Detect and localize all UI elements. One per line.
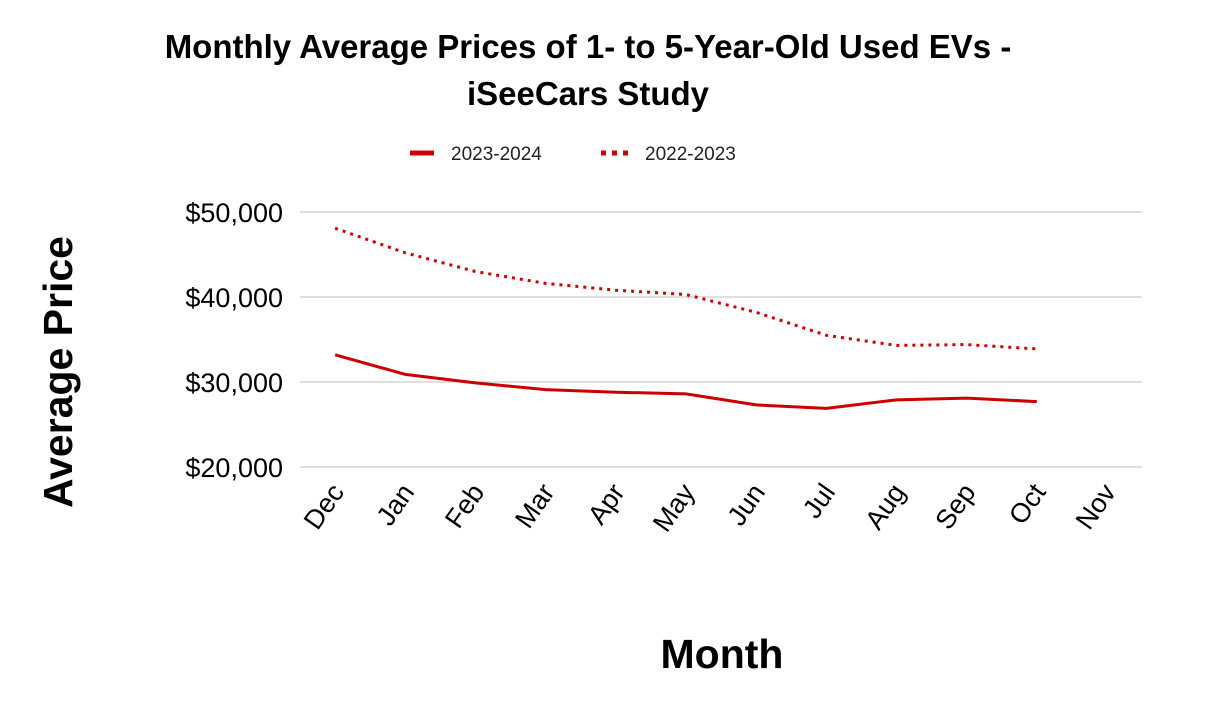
x-tick-label: Oct xyxy=(1003,478,1052,530)
x-tick-label: Aug xyxy=(859,478,911,535)
y-tick-label: $30,000 xyxy=(185,368,283,398)
x-axis-label: Month xyxy=(661,631,784,677)
legend: 2023-2024 2022-2023 xyxy=(410,144,736,165)
x-tick-label: Jul xyxy=(797,478,841,523)
x-tick-label: Nov xyxy=(1070,478,1122,535)
y-tick-label: $40,000 xyxy=(185,283,283,313)
x-tick-label: May xyxy=(647,478,701,537)
legend-label-2023-2024: 2023-2024 xyxy=(451,144,542,165)
series-line-2023-2024 xyxy=(334,353,1037,410)
gridlines xyxy=(300,211,1142,468)
x-tick-label: Jan xyxy=(371,478,421,531)
y-tick-label: $20,000 xyxy=(185,453,283,483)
chart-title-line-1: Monthly Average Prices of 1- to 5-Year-O… xyxy=(165,28,1012,65)
chart-title-line-2: iSeeCars Study xyxy=(467,75,710,112)
x-tick-label: Apr xyxy=(582,478,631,530)
y-tick-label: $50,000 xyxy=(185,198,283,228)
series-lines xyxy=(334,226,1037,410)
x-axis-ticks: Dec Jan Feb Mar Apr May Jun Jul Aug Sep Oct Nov xyxy=(298,478,1122,537)
x-tick-label: Mar xyxy=(509,478,560,533)
x-tick-label: Dec xyxy=(298,478,350,535)
y-axis-ticks: $20,000 $30,000 $40,000 $50,000 xyxy=(185,198,283,483)
x-tick-label: Sep xyxy=(929,478,981,535)
series-line-2022-2023 xyxy=(334,226,1037,351)
x-tick-label: Jun xyxy=(721,478,771,531)
x-tick-label: Feb xyxy=(439,478,490,533)
y-axis-label: Average Price xyxy=(35,236,81,508)
legend-label-2022-2023: 2022-2023 xyxy=(645,144,736,165)
